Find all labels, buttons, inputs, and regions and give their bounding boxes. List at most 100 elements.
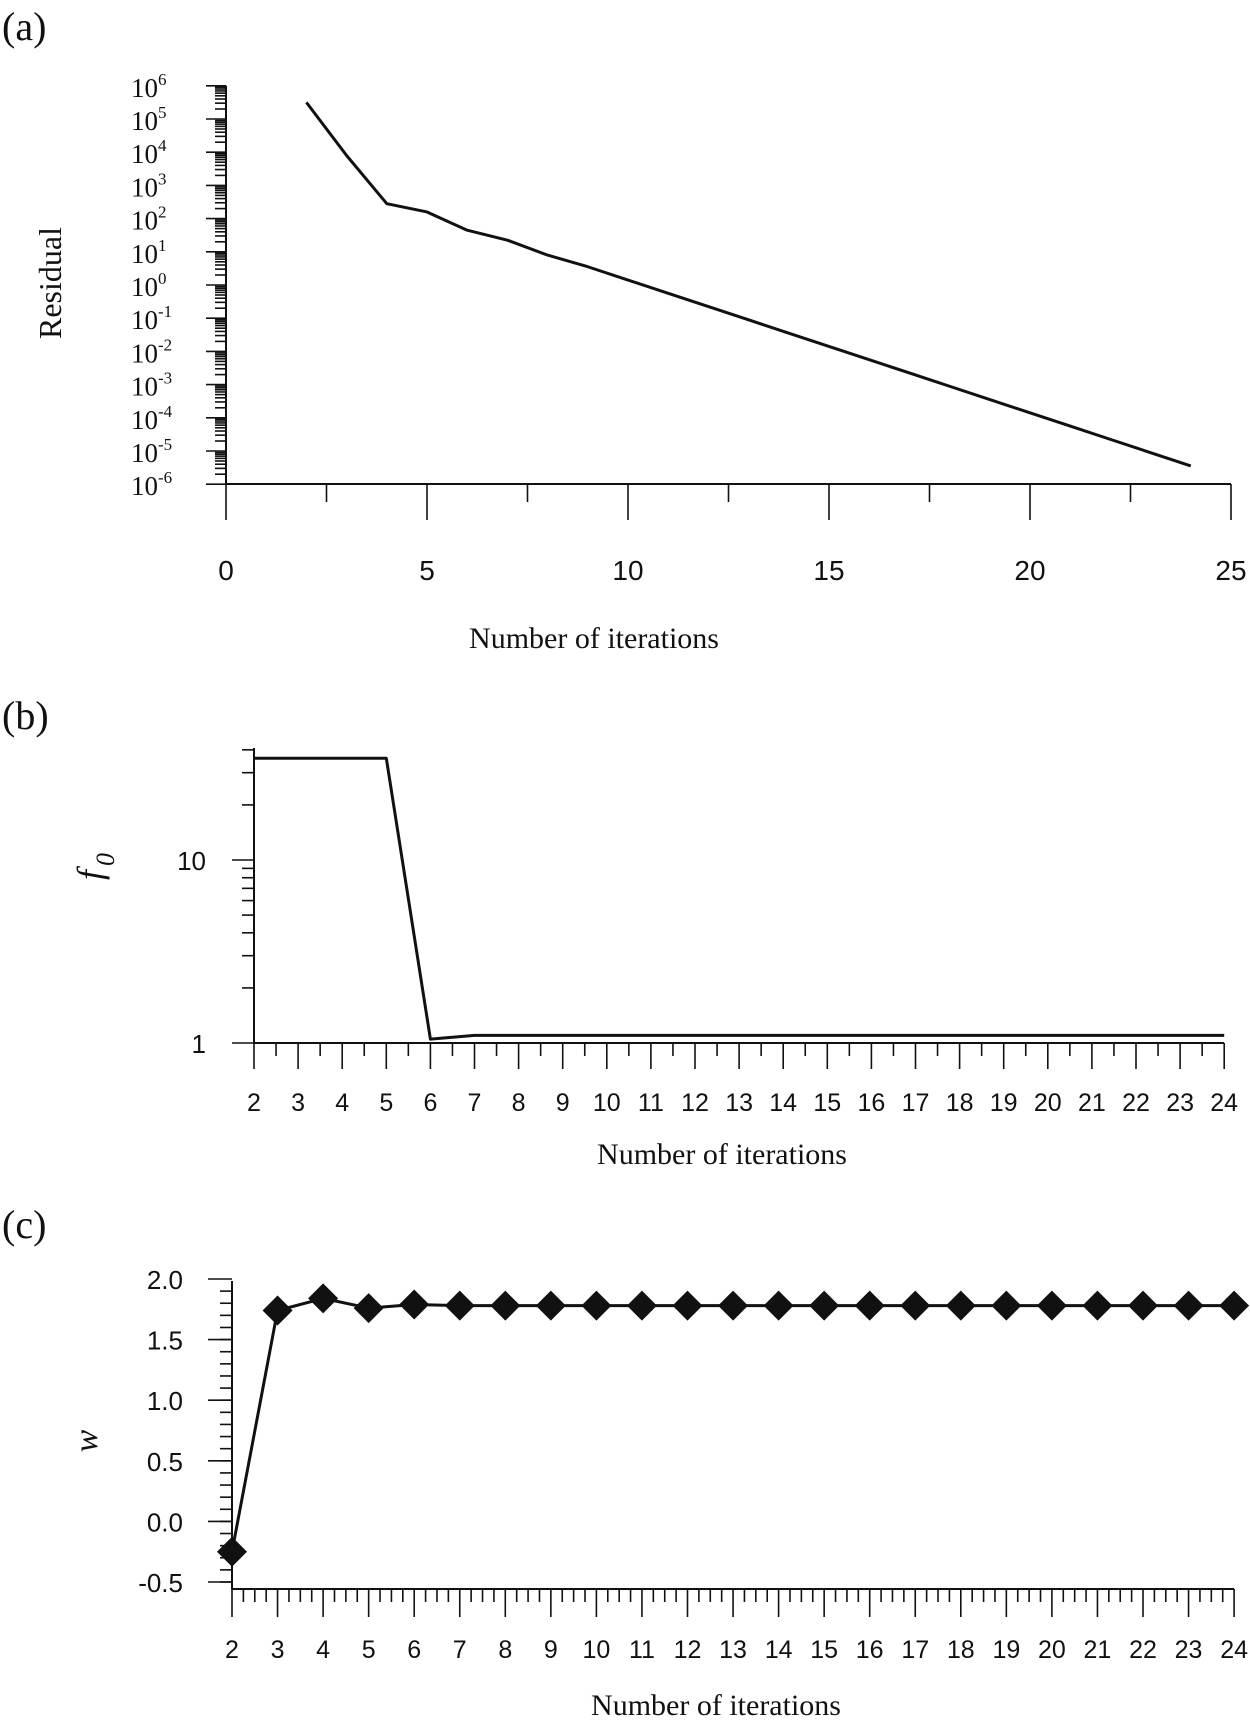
panel-b-x-tick-label: 9 [556, 1089, 570, 1117]
panel-c-xlabel: Number of iterations [591, 1689, 841, 1722]
panel-a-y-tick-label: 102 [131, 203, 167, 236]
panel-c-diamond-marker [1082, 1290, 1113, 1321]
panel-c-x-tick-label: 15 [810, 1636, 838, 1664]
panel-b-x-tick-label: 24 [1210, 1089, 1238, 1117]
panel-b-x-tick-label: 8 [512, 1089, 526, 1117]
panel-a-x-tick-label: 5 [419, 555, 435, 586]
panel-c-x-tick-label: 24 [1220, 1636, 1248, 1664]
panel-c-diamond-marker [626, 1290, 657, 1321]
panel-c-diamond-marker [353, 1293, 384, 1324]
panel-b-xlabel: Number of iterations [597, 1138, 847, 1171]
panel-a-x-tick-label: 15 [813, 555, 844, 586]
panel-c-diamond-marker [217, 1536, 247, 1567]
panel-c-diamond-marker [535, 1290, 566, 1321]
panel-a-y-tick-label: 10-3 [131, 369, 172, 402]
panel-a-y-tick-label: 10-2 [131, 335, 172, 368]
panel-a-plot: 10610510410310210110010-110-210-310-410-… [131, 70, 1247, 586]
panel-c-x-tick-label: 5 [362, 1636, 376, 1664]
panel-c-label: (c) [2, 1202, 46, 1247]
panel-b-ylabel-sub: 0 [91, 853, 120, 866]
panel-c-diamond-marker [900, 1290, 931, 1321]
panel-a-series-line [305, 101, 1192, 468]
panel-b-x-tick-label: 2 [247, 1089, 261, 1117]
panel-b-y-tick-label: 1 [192, 1029, 206, 1059]
panel-b-x-tick-label: 18 [946, 1089, 974, 1117]
panel-c-x-tick-label: 20 [1038, 1636, 1066, 1664]
panel-c-diamond-marker [945, 1290, 976, 1321]
panel-c-x-tick-label: 7 [453, 1636, 467, 1664]
panel-a-x-tick-label: 20 [1014, 555, 1045, 586]
panel-c-x-tick-label: 6 [407, 1636, 421, 1664]
panel-a-label: (a) [2, 4, 46, 49]
panel-b-x-tick-label: 16 [857, 1089, 885, 1117]
panel-c-diamond-marker [672, 1290, 703, 1321]
panel-c-y-tick-label: 0.0 [147, 1507, 183, 1537]
panel-a-ylabel: Residual [32, 227, 68, 339]
panel-c-diamond-marker [1219, 1290, 1250, 1321]
panel-b-x-tick-label: 10 [593, 1089, 621, 1117]
panel-a-y-tick-label: 100 [131, 269, 167, 302]
panel-c-x-tick-label: 8 [498, 1636, 512, 1664]
panel-a-y-tick-label: 10-4 [131, 402, 173, 435]
panel-b-x-tick-label: 19 [990, 1089, 1018, 1117]
panel-a-x-tick-label: 25 [1215, 555, 1246, 586]
panel-c-diamond-marker [1128, 1290, 1158, 1321]
panel-b-x-tick-label: 11 [638, 1089, 664, 1117]
panel-c-x-tick-label: 23 [1175, 1636, 1203, 1664]
panel-c-diamond-marker [718, 1290, 749, 1321]
panel-c-x-tick-label: 13 [719, 1636, 747, 1664]
panel-b-x-tick-label: 5 [379, 1089, 393, 1117]
panel-c-x-tick-label: 9 [544, 1636, 558, 1664]
panel-c-x-tick-label: 3 [271, 1636, 285, 1664]
panel-c-x-tick-label: 21 [1084, 1636, 1112, 1664]
panel-c-diamond-marker [763, 1290, 794, 1321]
panel-b-x-tick-label: 21 [1078, 1089, 1106, 1117]
panel-c-x-tick-label: 4 [316, 1636, 330, 1664]
panel-c-diamond-marker [809, 1290, 840, 1321]
panel-a-y-tick-label: 10-1 [131, 302, 172, 335]
panel-c-diamond-marker [262, 1295, 293, 1326]
panel-b-y-tick-label: 10 [177, 846, 206, 876]
panel-c-plot: 2.01.51.00.50.0-0.52 3 4 5 6 7 8 9 10 11 12 13 14 15 1… [138, 1265, 1250, 1664]
panel-c-diamond-marker [399, 1289, 430, 1320]
panel-a-y-tick-label: 101 [131, 236, 167, 269]
panel-b-x-tick-label: 4 [335, 1089, 349, 1117]
panel-a-x-tick-label: 0 [218, 555, 234, 586]
panel-b-label: (b) [2, 693, 49, 738]
panel-a-y-tick-label: 105 [131, 103, 167, 136]
panel-c-x-tick-label: 19 [992, 1636, 1020, 1664]
panel-c-diamond-marker [490, 1290, 521, 1321]
panel-b-series-line [254, 756, 1225, 1041]
panel-a-y-tick-label: 103 [131, 169, 167, 202]
panel-c-diamond-marker [1036, 1290, 1067, 1321]
panel-b-x-tick-label: 13 [725, 1089, 753, 1117]
panel-b-x-tick-label: 6 [423, 1089, 437, 1117]
panel-b-x-tick-label: 23 [1166, 1089, 1194, 1117]
panel-c-diamond-marker [854, 1290, 885, 1321]
panel-b-x-tick-label: 7 [468, 1089, 482, 1117]
panel-c-x-tick-label: 17 [901, 1636, 929, 1664]
panel-c-y-tick-label: -0.5 [138, 1568, 183, 1598]
panel-a-y-tick-label: 106 [131, 70, 167, 103]
panel-c-x-tick-label: 16 [856, 1636, 884, 1664]
panel-b-x-tick-label: 14 [769, 1089, 797, 1117]
panel-c-x-tick-label: 14 [765, 1636, 793, 1664]
panel-c-diamond-marker [444, 1290, 475, 1321]
panel-c-x-tick-label: 22 [1129, 1636, 1157, 1664]
panel-a-x-tick-label: 10 [612, 555, 643, 586]
panel-c-y-tick-label: 1.5 [147, 1326, 183, 1356]
panel-c-y-tick-label: 0.5 [147, 1447, 183, 1477]
panel-b-x-tick-label: 15 [813, 1089, 841, 1117]
panel-b-ylabel: f 0 [70, 853, 120, 880]
panel-b-x-tick-label: 12 [681, 1089, 709, 1117]
panel-c-series-line [230, 1296, 1235, 1552]
panel-c-x-tick-label: 2 [225, 1636, 239, 1664]
panel-c-x-tick-label: 11 [629, 1636, 655, 1664]
panel-c-ylabel: w [68, 1429, 105, 1452]
panel-c-x-tick-label: 10 [582, 1636, 610, 1664]
panel-c-diamond-marker [581, 1290, 612, 1321]
panel-c-x-tick-label: 12 [674, 1636, 702, 1664]
panel-c-diamond-marker [991, 1290, 1022, 1321]
